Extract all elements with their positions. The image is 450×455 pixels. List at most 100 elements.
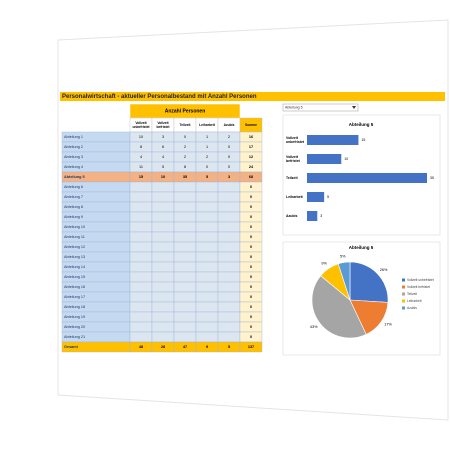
pie-value-label: 5%	[340, 255, 346, 259]
cell	[217, 331, 241, 343]
cell-value: 35	[183, 175, 187, 179]
row-label: Abteilung 11	[64, 235, 85, 239]
cell	[129, 231, 153, 243]
bar-category: Vollzeit befristet	[286, 155, 301, 163]
cell-value: 0	[250, 225, 252, 229]
row-label: Abteilung 14	[64, 265, 85, 269]
cell-value: 137	[248, 345, 254, 349]
title-bar	[60, 92, 445, 101]
dropdown[interactable]	[282, 103, 359, 112]
cell	[195, 251, 219, 263]
cell-value: 16	[249, 135, 253, 139]
legend-label: Teilzeit	[407, 292, 417, 296]
cell	[217, 261, 241, 273]
row-label: Abteilung 19	[64, 315, 85, 319]
cell	[195, 261, 219, 273]
cell	[151, 241, 175, 253]
cell	[151, 291, 175, 303]
cell	[173, 231, 197, 243]
dropdown-arrow	[352, 106, 356, 109]
row-label: Abteilung 18	[64, 305, 85, 309]
cell-value: 2	[184, 155, 186, 159]
chart-title: Abteilung 5	[349, 245, 374, 250]
row-label: Abteilung 12	[64, 245, 85, 249]
cell-value: 0	[228, 165, 230, 169]
cell-value: 5	[206, 175, 208, 179]
cell	[151, 261, 175, 273]
cell	[239, 341, 263, 353]
cell-value: 11	[139, 165, 143, 169]
cell	[129, 191, 153, 203]
cell	[195, 211, 219, 223]
cell-value: 0	[250, 205, 252, 209]
legend-label: Vollzeit befristet	[407, 285, 430, 289]
cell	[173, 251, 197, 263]
cell-value: 10	[161, 175, 165, 179]
cell-value: 5	[228, 345, 230, 349]
cell	[173, 211, 197, 223]
column-header: Vollzeit unbefristet	[132, 121, 150, 129]
cell-value: 8	[184, 165, 186, 169]
cell-value: 10	[139, 135, 143, 139]
cell	[217, 221, 241, 233]
charts: Abteilung 5 Vollzeit unbefristet 15 Vollzeit…	[286, 122, 434, 339]
cell-value: 0	[250, 305, 252, 309]
cell-value: 2	[228, 135, 230, 139]
cell	[173, 291, 197, 303]
column-header: Summe	[245, 123, 257, 127]
cell	[129, 181, 153, 193]
row-label: Abteilung 9	[64, 215, 83, 219]
row-label: Abteilung 1	[64, 135, 83, 139]
cell	[217, 311, 241, 323]
cell	[217, 271, 241, 283]
table: Anzahl Personen Vollzeit unbefristet Vollze…	[61, 103, 263, 353]
cell	[217, 231, 241, 243]
cell	[129, 221, 153, 233]
cell	[151, 201, 175, 213]
pie-slice	[311, 275, 367, 339]
legend-swatch	[402, 299, 405, 303]
cell-value: 2	[184, 145, 186, 149]
group-header: Anzahl Personen	[165, 108, 206, 114]
cell	[217, 181, 241, 193]
row-label: Abteilung 21	[64, 335, 85, 339]
sheet-title: Personalwirtschaft - aktueller Personalb…	[62, 94, 257, 100]
cell-value: 5	[162, 165, 164, 169]
cell-value: 3	[162, 135, 164, 139]
cell-value: 0	[250, 295, 252, 299]
legend-swatch	[402, 285, 405, 289]
bar-category: Azubis	[286, 214, 298, 218]
cell	[151, 311, 175, 323]
cell	[151, 191, 175, 203]
bar-category: Teilzeit	[286, 176, 298, 180]
cell	[173, 201, 197, 213]
cell-value: 0	[250, 245, 252, 249]
column-header: Leiharbeit	[199, 123, 216, 127]
row-label: Abteilung 7	[64, 195, 83, 199]
cell	[151, 301, 175, 313]
cell	[151, 181, 175, 193]
cell	[151, 221, 175, 233]
cell	[217, 201, 241, 213]
cell-value: 2	[206, 155, 208, 159]
cell-value: 0	[250, 335, 252, 339]
cell	[129, 281, 153, 293]
row-label: Abteilung 15	[64, 275, 85, 279]
cell	[129, 301, 153, 313]
cell-value: 0	[228, 145, 230, 149]
cell	[173, 241, 197, 253]
cell-value: 0	[250, 255, 252, 259]
pie-slice	[337, 261, 351, 301]
cell-value: 0	[184, 135, 186, 139]
cell	[129, 241, 153, 253]
pie-value-label: 9%	[321, 262, 327, 266]
cell	[195, 221, 219, 233]
row-label: Abteilung 20	[64, 325, 85, 329]
row-label: Abteilung 2	[64, 145, 83, 149]
legend-label: Vollzeit unbefristet	[407, 278, 434, 282]
cell	[151, 211, 175, 223]
cell	[151, 321, 175, 333]
cell	[173, 191, 197, 203]
pie-value-label: 17%	[384, 323, 392, 327]
bar-category: Vollzeit unbefristet	[286, 136, 305, 144]
